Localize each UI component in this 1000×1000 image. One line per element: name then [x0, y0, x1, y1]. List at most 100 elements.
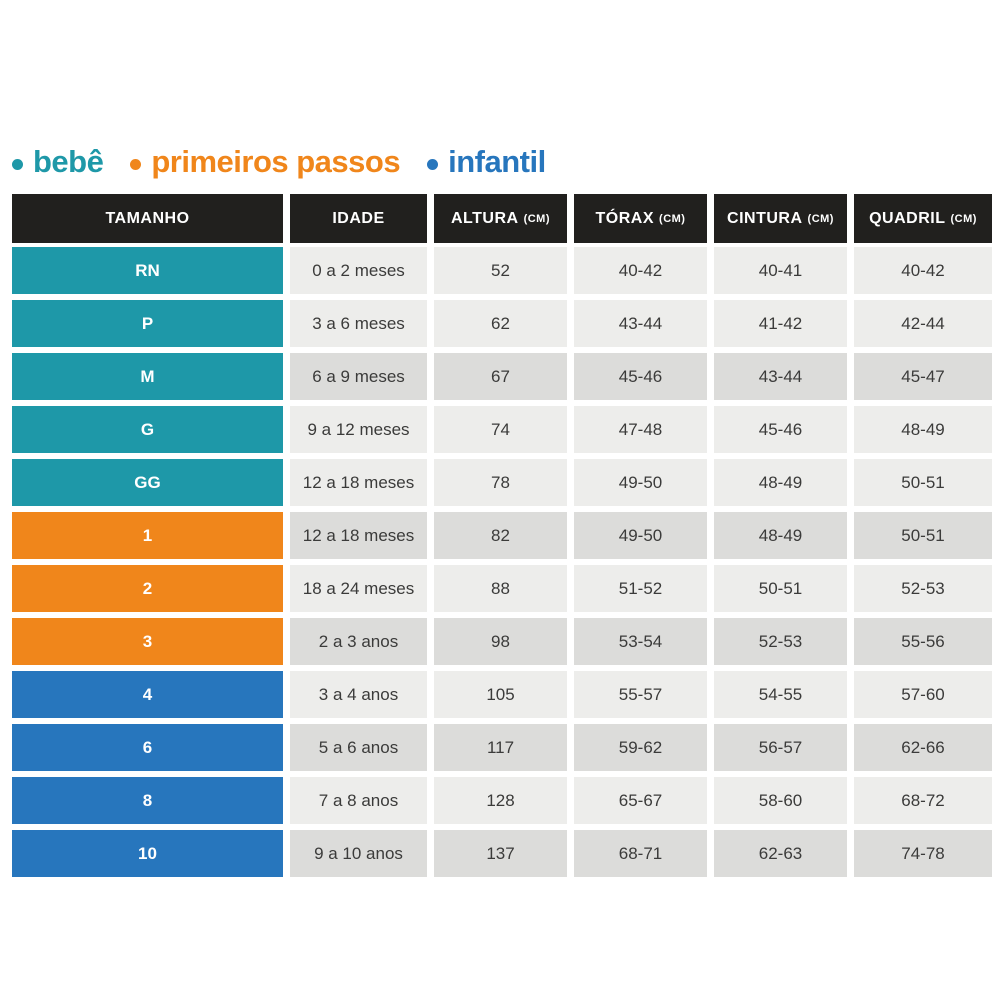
size-cell: 10 — [12, 830, 283, 877]
col-header-unit: (CM) — [523, 212, 550, 225]
idade-cell: 9 a 10 anos — [290, 830, 427, 877]
altura-cell: 105 — [434, 671, 567, 718]
cintura-cell: 43-44 — [714, 353, 847, 400]
idade-cell: 7 a 8 anos — [290, 777, 427, 824]
quadril-cell: 50-51 — [854, 459, 992, 506]
quadril-cell: 40-42 — [854, 247, 992, 294]
torax-cell: 40-42 — [574, 247, 707, 294]
cintura-cell: 41-42 — [714, 300, 847, 347]
quadril-cell: 48-49 — [854, 406, 992, 453]
cintura-cell: 52-53 — [714, 618, 847, 665]
torax-cell: 65-67 — [574, 777, 707, 824]
idade-cell: 12 a 18 meses — [290, 512, 427, 559]
legend: bebê primeiros passos infantil — [12, 144, 546, 180]
size-table: TAMANHO IDADE ALTURA (CM) TÓRAX (CM) CINTU… — [12, 194, 992, 877]
torax-cell: 51-52 — [574, 565, 707, 612]
size-cell: 3 — [12, 618, 283, 665]
col-header-unit: (CM) — [659, 212, 686, 225]
altura-cell: 128 — [434, 777, 567, 824]
idade-cell: 5 a 6 anos — [290, 724, 427, 771]
quadril-cell: 52-53 — [854, 565, 992, 612]
idade-cell: 2 a 3 anos — [290, 618, 427, 665]
cintura-cell: 40-41 — [714, 247, 847, 294]
quadril-cell: 45-47 — [854, 353, 992, 400]
quadril-cell: 74-78 — [854, 830, 992, 877]
torax-cell: 53-54 — [574, 618, 707, 665]
col-header-label: TÓRAX — [595, 209, 655, 227]
col-header-label: TAMANHO — [105, 209, 190, 227]
altura-cell: 117 — [434, 724, 567, 771]
altura-cell: 82 — [434, 512, 567, 559]
bullet-icon — [130, 158, 142, 170]
legend-label: infantil — [448, 144, 546, 179]
col-header-label: IDADE — [332, 209, 385, 227]
size-cell: P — [12, 300, 283, 347]
col-header-idade: IDADE — [290, 194, 427, 243]
cintura-cell: 56-57 — [714, 724, 847, 771]
idade-cell: 9 a 12 meses — [290, 406, 427, 453]
size-cell: 4 — [12, 671, 283, 718]
col-header-label: CINTURA — [727, 209, 803, 227]
legend-item-infantil: infantil — [427, 144, 546, 180]
legend-item-primeiros-passos: primeiros passos — [130, 144, 401, 180]
torax-cell: 47-48 — [574, 406, 707, 453]
altura-cell: 62 — [434, 300, 567, 347]
torax-cell: 49-50 — [574, 459, 707, 506]
legend-item-bebe: bebê — [12, 144, 104, 180]
legend-label: bebê — [33, 144, 104, 179]
idade-cell: 6 a 9 meses — [290, 353, 427, 400]
quadril-cell: 62-66 — [854, 724, 992, 771]
col-header-label: QUADRIL — [869, 209, 946, 227]
quadril-cell: 50-51 — [854, 512, 992, 559]
quadril-cell: 68-72 — [854, 777, 992, 824]
col-header-torax: TÓRAX (CM) — [574, 194, 707, 243]
legend-label: primeiros passos — [151, 144, 401, 179]
idade-cell: 3 a 4 anos — [290, 671, 427, 718]
torax-cell: 49-50 — [574, 512, 707, 559]
size-cell: 8 — [12, 777, 283, 824]
bullet-icon — [12, 158, 23, 170]
bullet-icon — [427, 158, 439, 170]
idade-cell: 3 a 6 meses — [290, 300, 427, 347]
size-cell: G — [12, 406, 283, 453]
altura-cell: 98 — [434, 618, 567, 665]
quadril-cell: 42-44 — [854, 300, 992, 347]
cintura-cell: 58-60 — [714, 777, 847, 824]
size-cell: 6 — [12, 724, 283, 771]
idade-cell: 18 a 24 meses — [290, 565, 427, 612]
size-cell: RN — [12, 247, 283, 294]
cintura-cell: 45-46 — [714, 406, 847, 453]
altura-cell: 67 — [434, 353, 567, 400]
size-cell: GG — [12, 459, 283, 506]
col-header-unit: (CM) — [950, 212, 977, 225]
cintura-cell: 54-55 — [714, 671, 847, 718]
col-header-quadril: QUADRIL (CM) — [854, 194, 992, 243]
cintura-cell: 48-49 — [714, 459, 847, 506]
cintura-cell: 62-63 — [714, 830, 847, 877]
torax-cell: 68-71 — [574, 830, 707, 877]
altura-cell: 137 — [434, 830, 567, 877]
torax-cell: 59-62 — [574, 724, 707, 771]
altura-cell: 78 — [434, 459, 567, 506]
altura-cell: 52 — [434, 247, 567, 294]
cintura-cell: 50-51 — [714, 565, 847, 612]
col-header-label: ALTURA — [450, 209, 519, 227]
idade-cell: 12 a 18 meses — [290, 459, 427, 506]
size-cell: M — [12, 353, 283, 400]
col-header-tamanho: TAMANHO — [12, 194, 283, 243]
quadril-cell: 55-56 — [854, 618, 992, 665]
torax-cell: 43-44 — [574, 300, 707, 347]
altura-cell: 74 — [434, 406, 567, 453]
quadril-cell: 57-60 — [854, 671, 992, 718]
idade-cell: 0 a 2 meses — [290, 247, 427, 294]
col-header-altura: ALTURA (CM) — [434, 194, 567, 243]
torax-cell: 55-57 — [574, 671, 707, 718]
col-header-cintura: CINTURA (CM) — [714, 194, 847, 243]
size-cell: 2 — [12, 565, 283, 612]
cintura-cell: 48-49 — [714, 512, 847, 559]
col-header-unit: (CM) — [807, 212, 834, 225]
altura-cell: 88 — [434, 565, 567, 612]
torax-cell: 45-46 — [574, 353, 707, 400]
size-cell: 1 — [12, 512, 283, 559]
